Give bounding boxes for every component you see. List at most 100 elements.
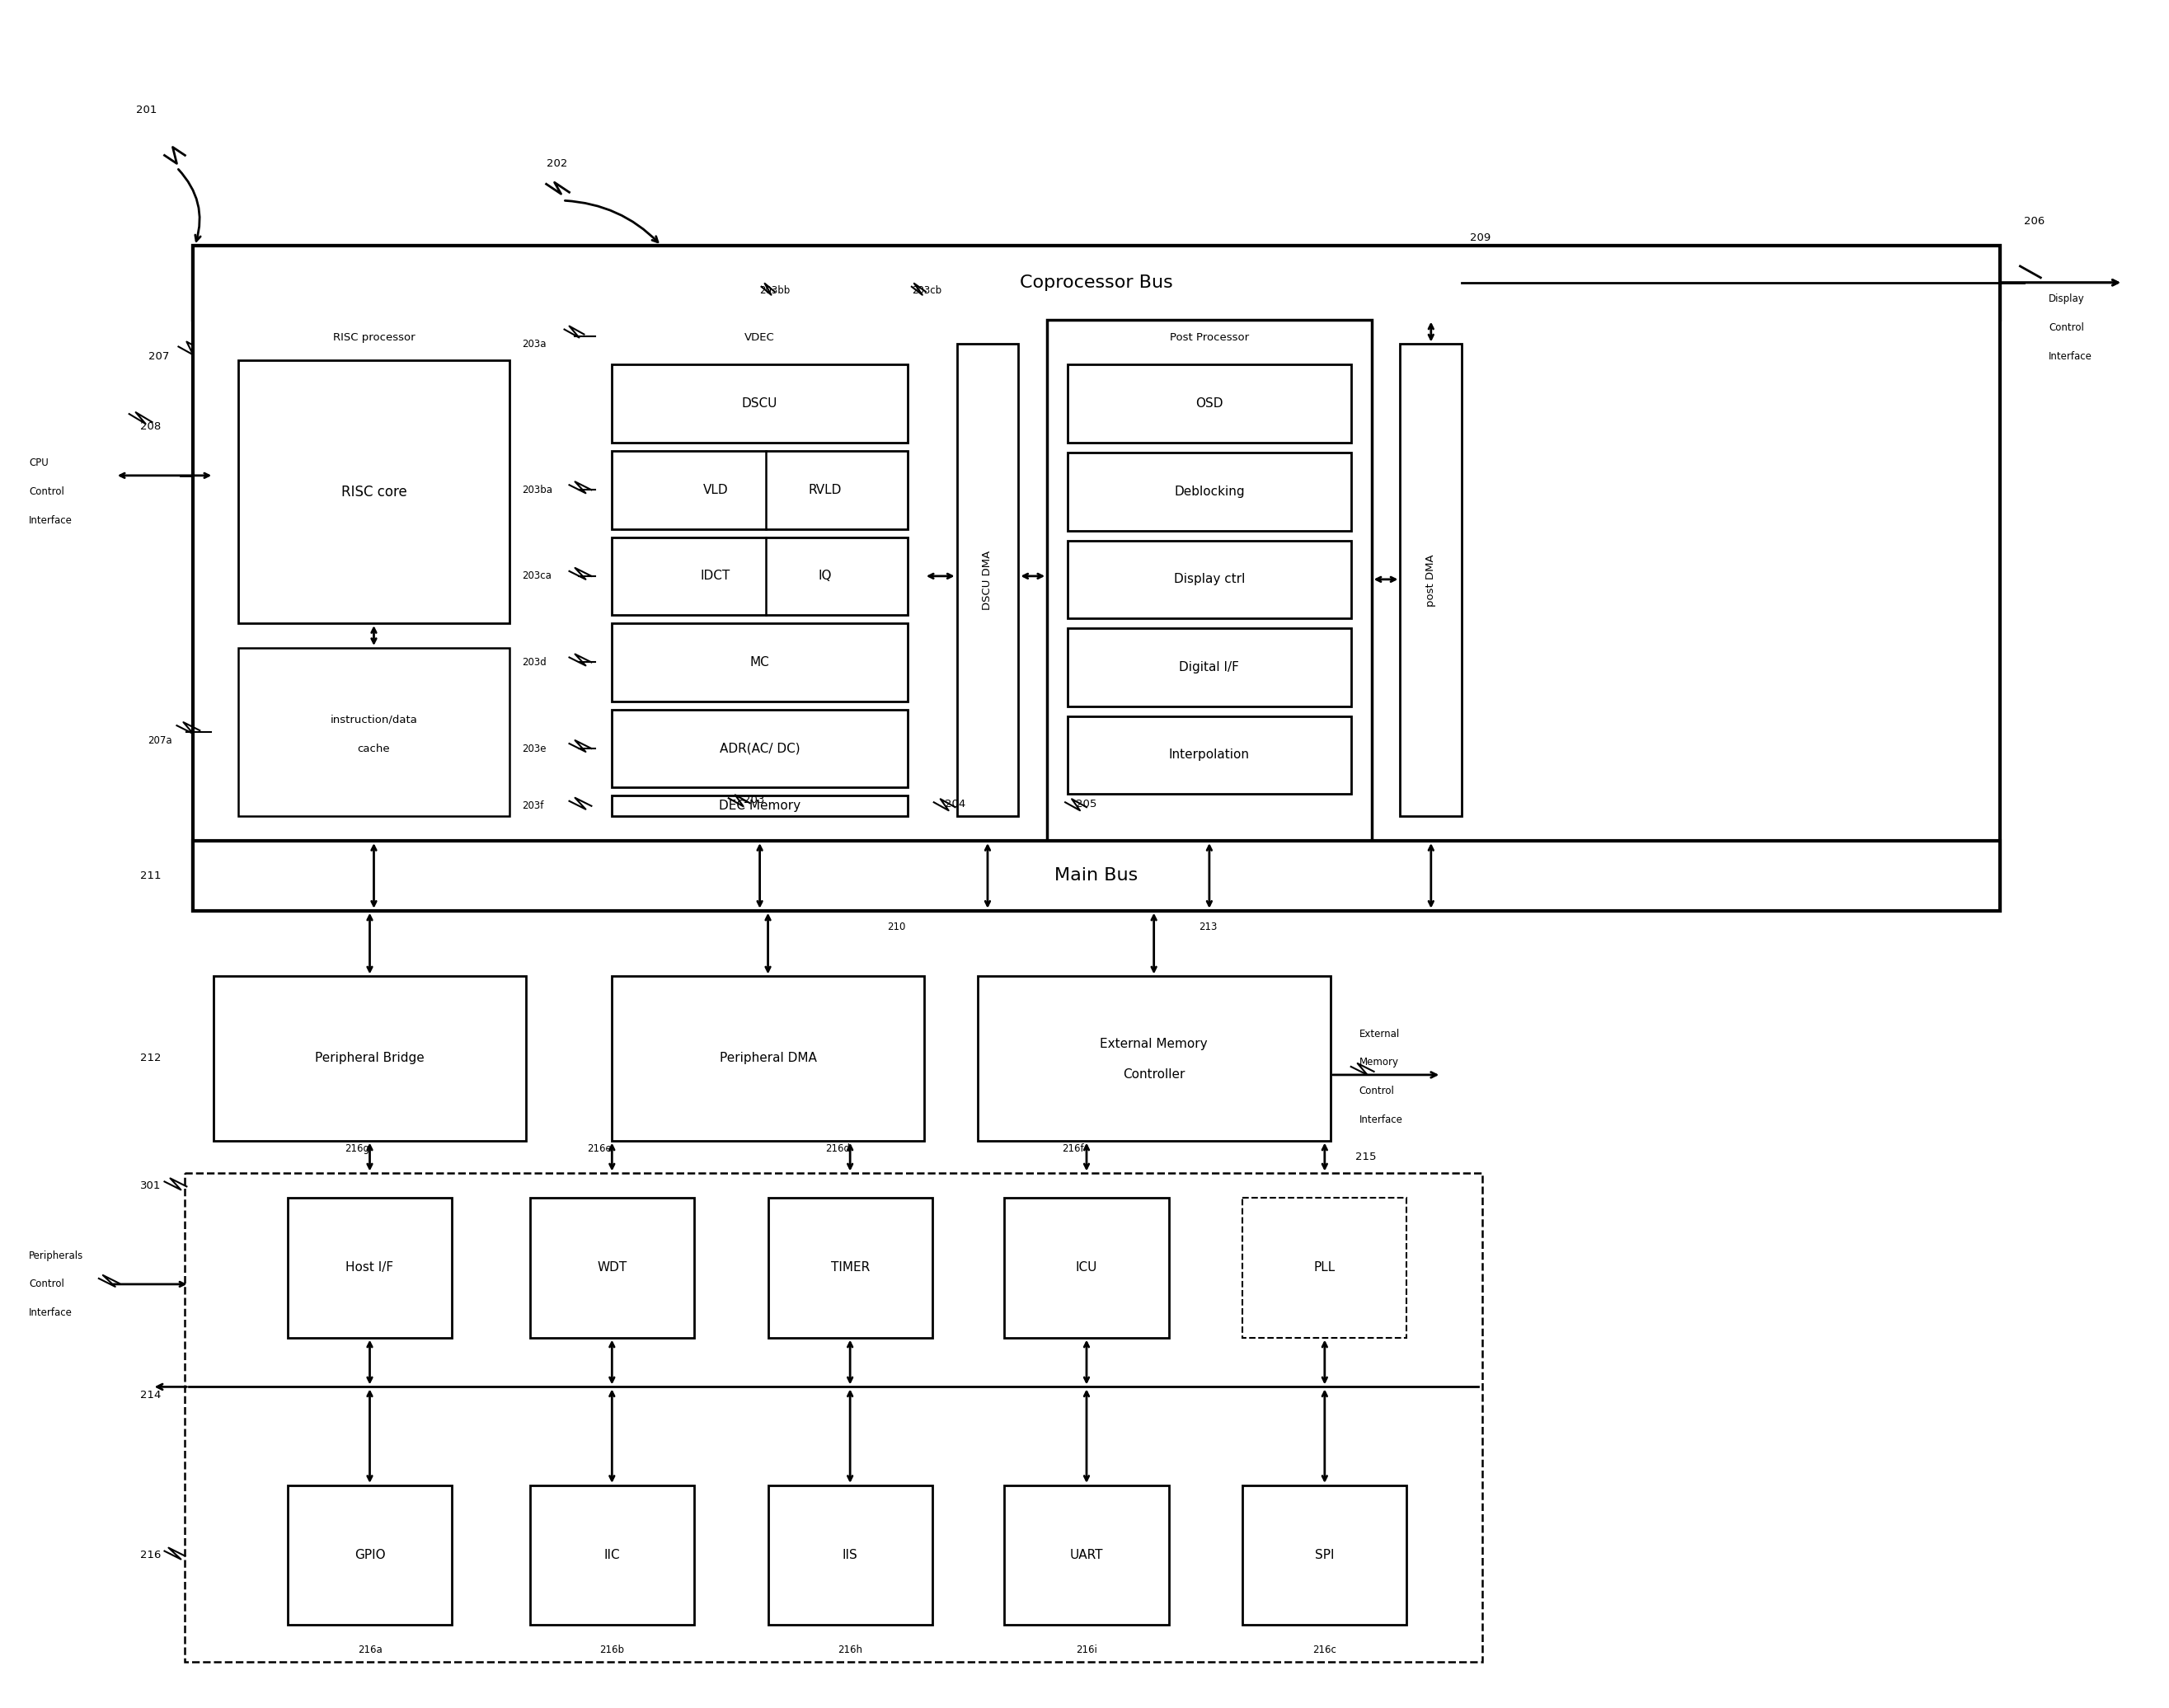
- Text: IIC: IIC: [603, 1549, 620, 1561]
- Text: Display: Display: [2050, 294, 2084, 304]
- Text: Control: Control: [2050, 323, 2084, 333]
- Text: Coprocessor Bus: Coprocessor Bus: [1019, 275, 1173, 290]
- Text: DSCU DMA: DSCU DMA: [983, 550, 993, 610]
- Text: 207a: 207a: [147, 734, 174, 746]
- Text: DSCU: DSCU: [742, 398, 779, 410]
- Text: Interface: Interface: [28, 516, 72, 526]
- Bar: [239, 360, 510, 623]
- Text: 208: 208: [139, 420, 161, 432]
- Bar: [288, 1486, 451, 1624]
- Text: RVLD: RVLD: [809, 483, 842, 495]
- Bar: [1243, 1197, 1408, 1337]
- Text: GPIO: GPIO: [354, 1549, 386, 1561]
- Text: Peripherals: Peripherals: [28, 1250, 85, 1261]
- Text: 203: 203: [744, 794, 763, 804]
- Text: Interface: Interface: [2050, 352, 2093, 362]
- Text: External: External: [1360, 1028, 1399, 1038]
- Bar: [1067, 540, 1351, 618]
- Text: Post Processor: Post Processor: [1169, 333, 1249, 343]
- Text: IIS: IIS: [842, 1549, 857, 1561]
- Text: 216a: 216a: [358, 1645, 382, 1655]
- Bar: [288, 1197, 451, 1337]
- Text: 215: 215: [1356, 1151, 1375, 1163]
- Text: 213: 213: [1199, 922, 1217, 933]
- Text: 203ba: 203ba: [523, 485, 553, 495]
- Text: Deblocking: Deblocking: [1173, 485, 1245, 497]
- Bar: [596, 319, 924, 840]
- Text: 212: 212: [139, 1054, 161, 1064]
- Bar: [612, 977, 924, 1141]
- Text: 216g: 216g: [345, 1143, 371, 1155]
- Text: Main Bus: Main Bus: [1054, 868, 1139, 885]
- Text: Control: Control: [28, 1279, 65, 1290]
- Bar: [612, 623, 907, 702]
- Text: 216i: 216i: [1076, 1645, 1098, 1655]
- Text: Digital I/F: Digital I/F: [1180, 661, 1238, 673]
- Text: External Memory: External Memory: [1100, 1037, 1208, 1050]
- Text: Memory: Memory: [1360, 1057, 1399, 1068]
- Bar: [612, 536, 907, 615]
- Text: 216: 216: [139, 1549, 161, 1561]
- Text: CPU: CPU: [28, 458, 48, 468]
- Text: IDCT: IDCT: [701, 570, 731, 582]
- Text: 210: 210: [887, 922, 904, 933]
- Text: 203f: 203f: [523, 801, 544, 811]
- Text: Interface: Interface: [28, 1308, 72, 1319]
- Text: PLL: PLL: [1314, 1262, 1336, 1274]
- Bar: [612, 709, 907, 787]
- Bar: [1067, 453, 1351, 531]
- Bar: [768, 1486, 933, 1624]
- Text: 203d: 203d: [523, 658, 547, 668]
- Text: UART: UART: [1069, 1549, 1104, 1561]
- Text: 203bb: 203bb: [759, 285, 790, 295]
- Text: 203cb: 203cb: [911, 285, 941, 295]
- Text: Peripheral DMA: Peripheral DMA: [720, 1052, 816, 1064]
- Text: 209: 209: [1471, 232, 1490, 243]
- Bar: [215, 319, 534, 840]
- Text: RISC core: RISC core: [341, 485, 408, 499]
- Text: 216d: 216d: [826, 1143, 850, 1155]
- Text: RISC processor: RISC processor: [332, 333, 414, 343]
- Bar: [1401, 343, 1462, 816]
- Bar: [239, 647, 510, 816]
- Text: 214: 214: [139, 1390, 161, 1401]
- Bar: [612, 796, 907, 816]
- Text: 216b: 216b: [599, 1645, 625, 1655]
- Text: ICU: ICU: [1076, 1262, 1098, 1274]
- Bar: [193, 246, 2000, 910]
- Text: 203ca: 203ca: [523, 570, 551, 581]
- Text: 216e: 216e: [588, 1143, 612, 1155]
- Text: cache: cache: [358, 743, 390, 753]
- Bar: [768, 1197, 933, 1337]
- Bar: [529, 1486, 694, 1624]
- Bar: [612, 451, 907, 529]
- Bar: [1004, 1486, 1169, 1624]
- Bar: [215, 977, 525, 1141]
- Bar: [184, 1173, 1481, 1662]
- Text: Control: Control: [1360, 1086, 1395, 1097]
- Text: Interface: Interface: [1360, 1115, 1403, 1126]
- Text: WDT: WDT: [596, 1262, 627, 1274]
- Text: MC: MC: [750, 656, 770, 668]
- Text: 216f: 216f: [1063, 1143, 1084, 1155]
- Bar: [1067, 716, 1351, 794]
- Text: TIMER: TIMER: [831, 1262, 870, 1274]
- Text: 206: 206: [2024, 215, 2045, 227]
- Text: 204: 204: [944, 799, 965, 810]
- Text: Control: Control: [28, 487, 65, 497]
- Text: OSD: OSD: [1195, 398, 1223, 410]
- Text: Host I/F: Host I/F: [345, 1262, 395, 1274]
- Bar: [1067, 366, 1351, 442]
- Bar: [612, 366, 907, 442]
- Text: 211: 211: [139, 871, 161, 881]
- Bar: [957, 343, 1019, 816]
- Text: instruction/data: instruction/data: [330, 714, 416, 726]
- Text: post DMA: post DMA: [1425, 553, 1436, 606]
- Text: IQ: IQ: [818, 570, 831, 582]
- Text: 203e: 203e: [523, 743, 547, 753]
- Text: Controller: Controller: [1124, 1069, 1184, 1081]
- Bar: [1004, 1197, 1169, 1337]
- Text: Peripheral Bridge: Peripheral Bridge: [315, 1052, 425, 1064]
- Text: Interpolation: Interpolation: [1169, 748, 1249, 762]
- Text: 216h: 216h: [837, 1645, 863, 1655]
